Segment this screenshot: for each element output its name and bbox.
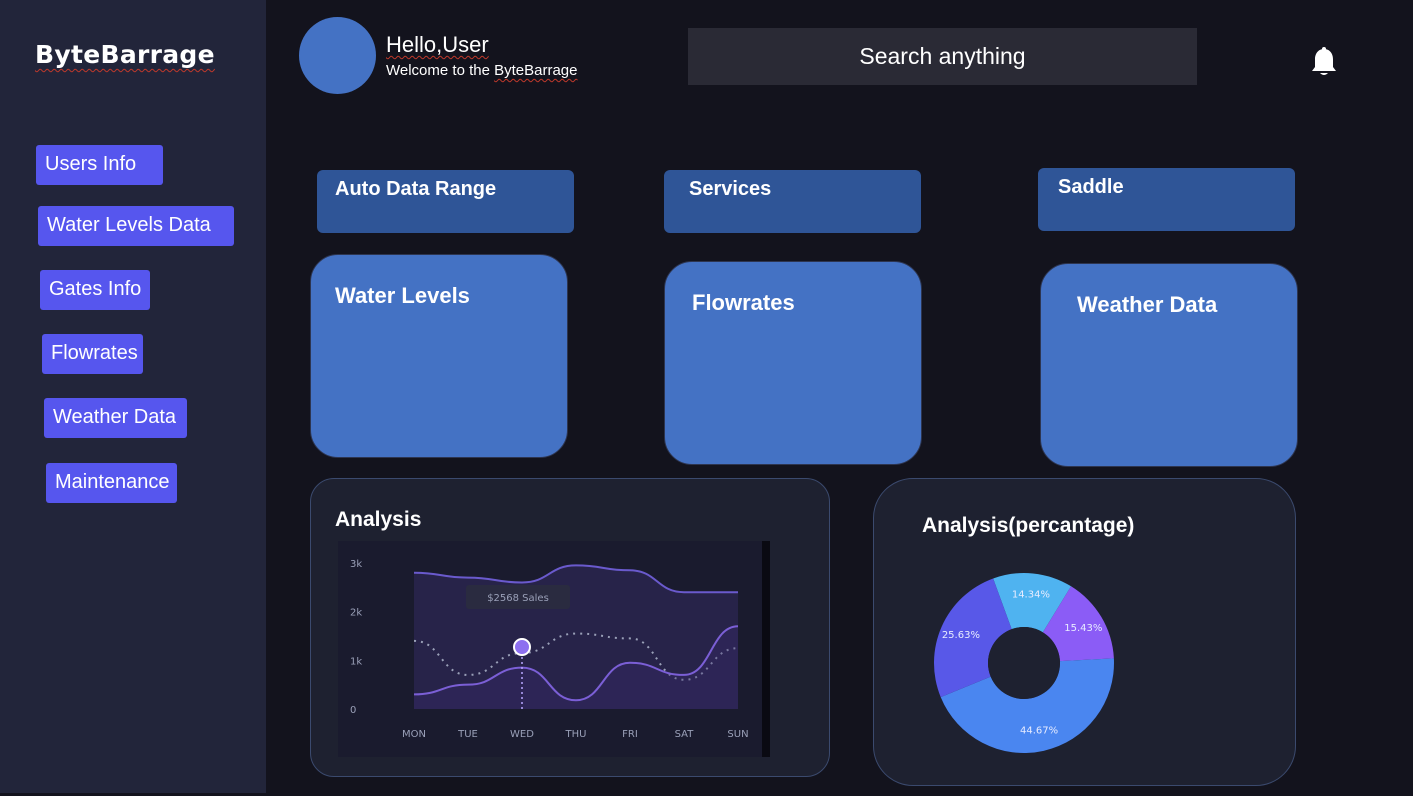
pie-slice[interactable] [934, 578, 1012, 698]
tab-services[interactable]: Services [664, 170, 921, 233]
analysis-line-chart: 0 1k 2k 3k MON TUE WED THU FRI SAT SUN $2568 Sales [338, 541, 770, 757]
x-tick-label: MON [402, 729, 426, 740]
y-tick-label: 3k [350, 559, 362, 570]
x-tick-label: FRI [622, 729, 638, 740]
sidebar-item-maintenance[interactable]: Maintenance [46, 463, 177, 503]
card-water-levels[interactable]: Water Levels [310, 254, 568, 458]
percentage-donut-chart: 14.34% 15.43% 44.67% 25.63% [934, 573, 1114, 753]
tooltip-box [466, 585, 570, 609]
highlight-point[interactable] [513, 638, 531, 656]
welcome-brand: ByteBarrage [494, 62, 578, 79]
x-tick-label: WED [510, 729, 534, 740]
tooltip-text: $2568 Sales [487, 593, 549, 604]
x-tick-label: SAT [675, 729, 695, 740]
pie-slice-label: 15.43% [1064, 623, 1102, 634]
avatar[interactable] [299, 17, 376, 94]
y-tick-label: 1k [350, 656, 362, 667]
card-weather-data[interactable]: Weather Data [1040, 263, 1298, 467]
x-tick-label: TUE [457, 729, 478, 740]
tab-saddle[interactable]: Saddle [1038, 168, 1295, 231]
donut-hole [988, 627, 1060, 699]
series-area [414, 626, 738, 709]
analysis-title: Analysis [335, 508, 422, 531]
x-tick-label: SUN [727, 729, 748, 740]
x-tick-label: THU [565, 729, 587, 740]
tab-auto-data-range[interactable]: Auto Data Range [317, 170, 574, 233]
y-tick-label: 0 [350, 705, 356, 716]
sidebar-item-gates-info[interactable]: Gates Info [40, 270, 150, 310]
series-line [413, 564, 738, 594]
percentage-title: Analysis(percantage) [922, 514, 1135, 537]
pie-slice-label: 44.67% [1020, 725, 1058, 736]
pie-slice[interactable] [1042, 586, 1114, 662]
sidebar: ByteBarrage Users Info Water Levels Data… [0, 0, 266, 793]
search-input[interactable] [688, 28, 1197, 85]
pie-slice[interactable] [993, 573, 1072, 633]
chart-scrollbar [762, 541, 770, 757]
sidebar-item-water-levels-data[interactable]: Water Levels Data [38, 206, 234, 246]
percentage-panel: Analysis(percantage) 14.34% 15.43% 44.67% 2… [873, 478, 1296, 786]
pie-slice[interactable] [940, 658, 1114, 753]
analysis-panel: Analysis 0 1k 2k 3k MON TUE WED THU FRI SAT SUN $25… [310, 478, 830, 777]
sidebar-item-flowrates[interactable]: Flowrates [42, 334, 143, 374]
welcome-text: Welcome to the ByteBarrage [386, 62, 578, 79]
card-flowrates[interactable]: Flowrates [664, 261, 922, 465]
pie-slice-label: 25.63% [942, 630, 980, 641]
greeting-text: Hello,User [386, 32, 489, 57]
sidebar-item-weather-data[interactable]: Weather Data [44, 398, 187, 438]
sidebar-item-users-info[interactable]: Users Info [36, 145, 163, 185]
bell-icon[interactable] [1306, 44, 1342, 80]
y-tick-label: 2k [350, 608, 362, 619]
pie-slice-label: 14.34% [1012, 589, 1050, 600]
series-line [413, 625, 739, 702]
brand-logo: ByteBarrage [35, 40, 215, 69]
